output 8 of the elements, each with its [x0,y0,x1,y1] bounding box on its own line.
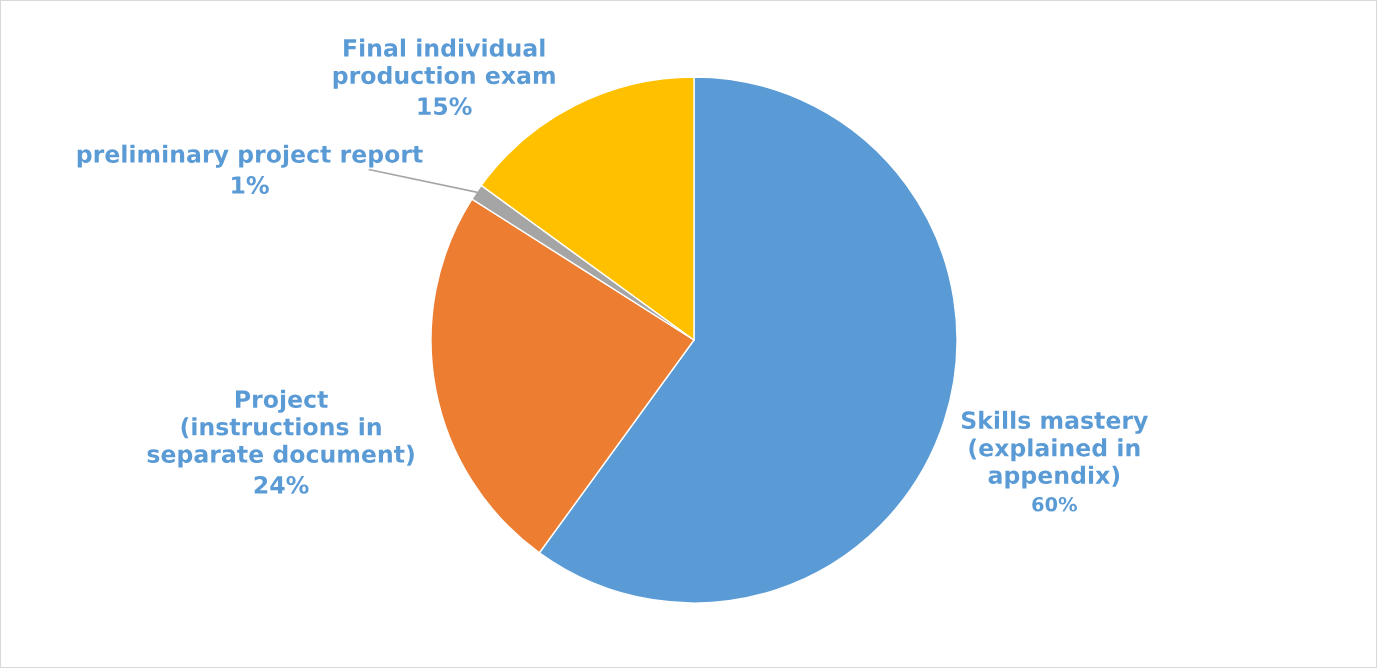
slice-label: Final individual production exam [333,38,555,89]
data-label: 60% [1032,496,1077,512]
slice-label: Skills mastery (explained in appendix) [961,410,1148,489]
data-label: 15% [418,97,472,116]
slice-label: preliminary project report [77,144,423,168]
data-label: 1% [232,176,269,194]
data-label: 24% [254,475,309,494]
slice-label: Project (instructions in separate document) [147,389,414,468]
